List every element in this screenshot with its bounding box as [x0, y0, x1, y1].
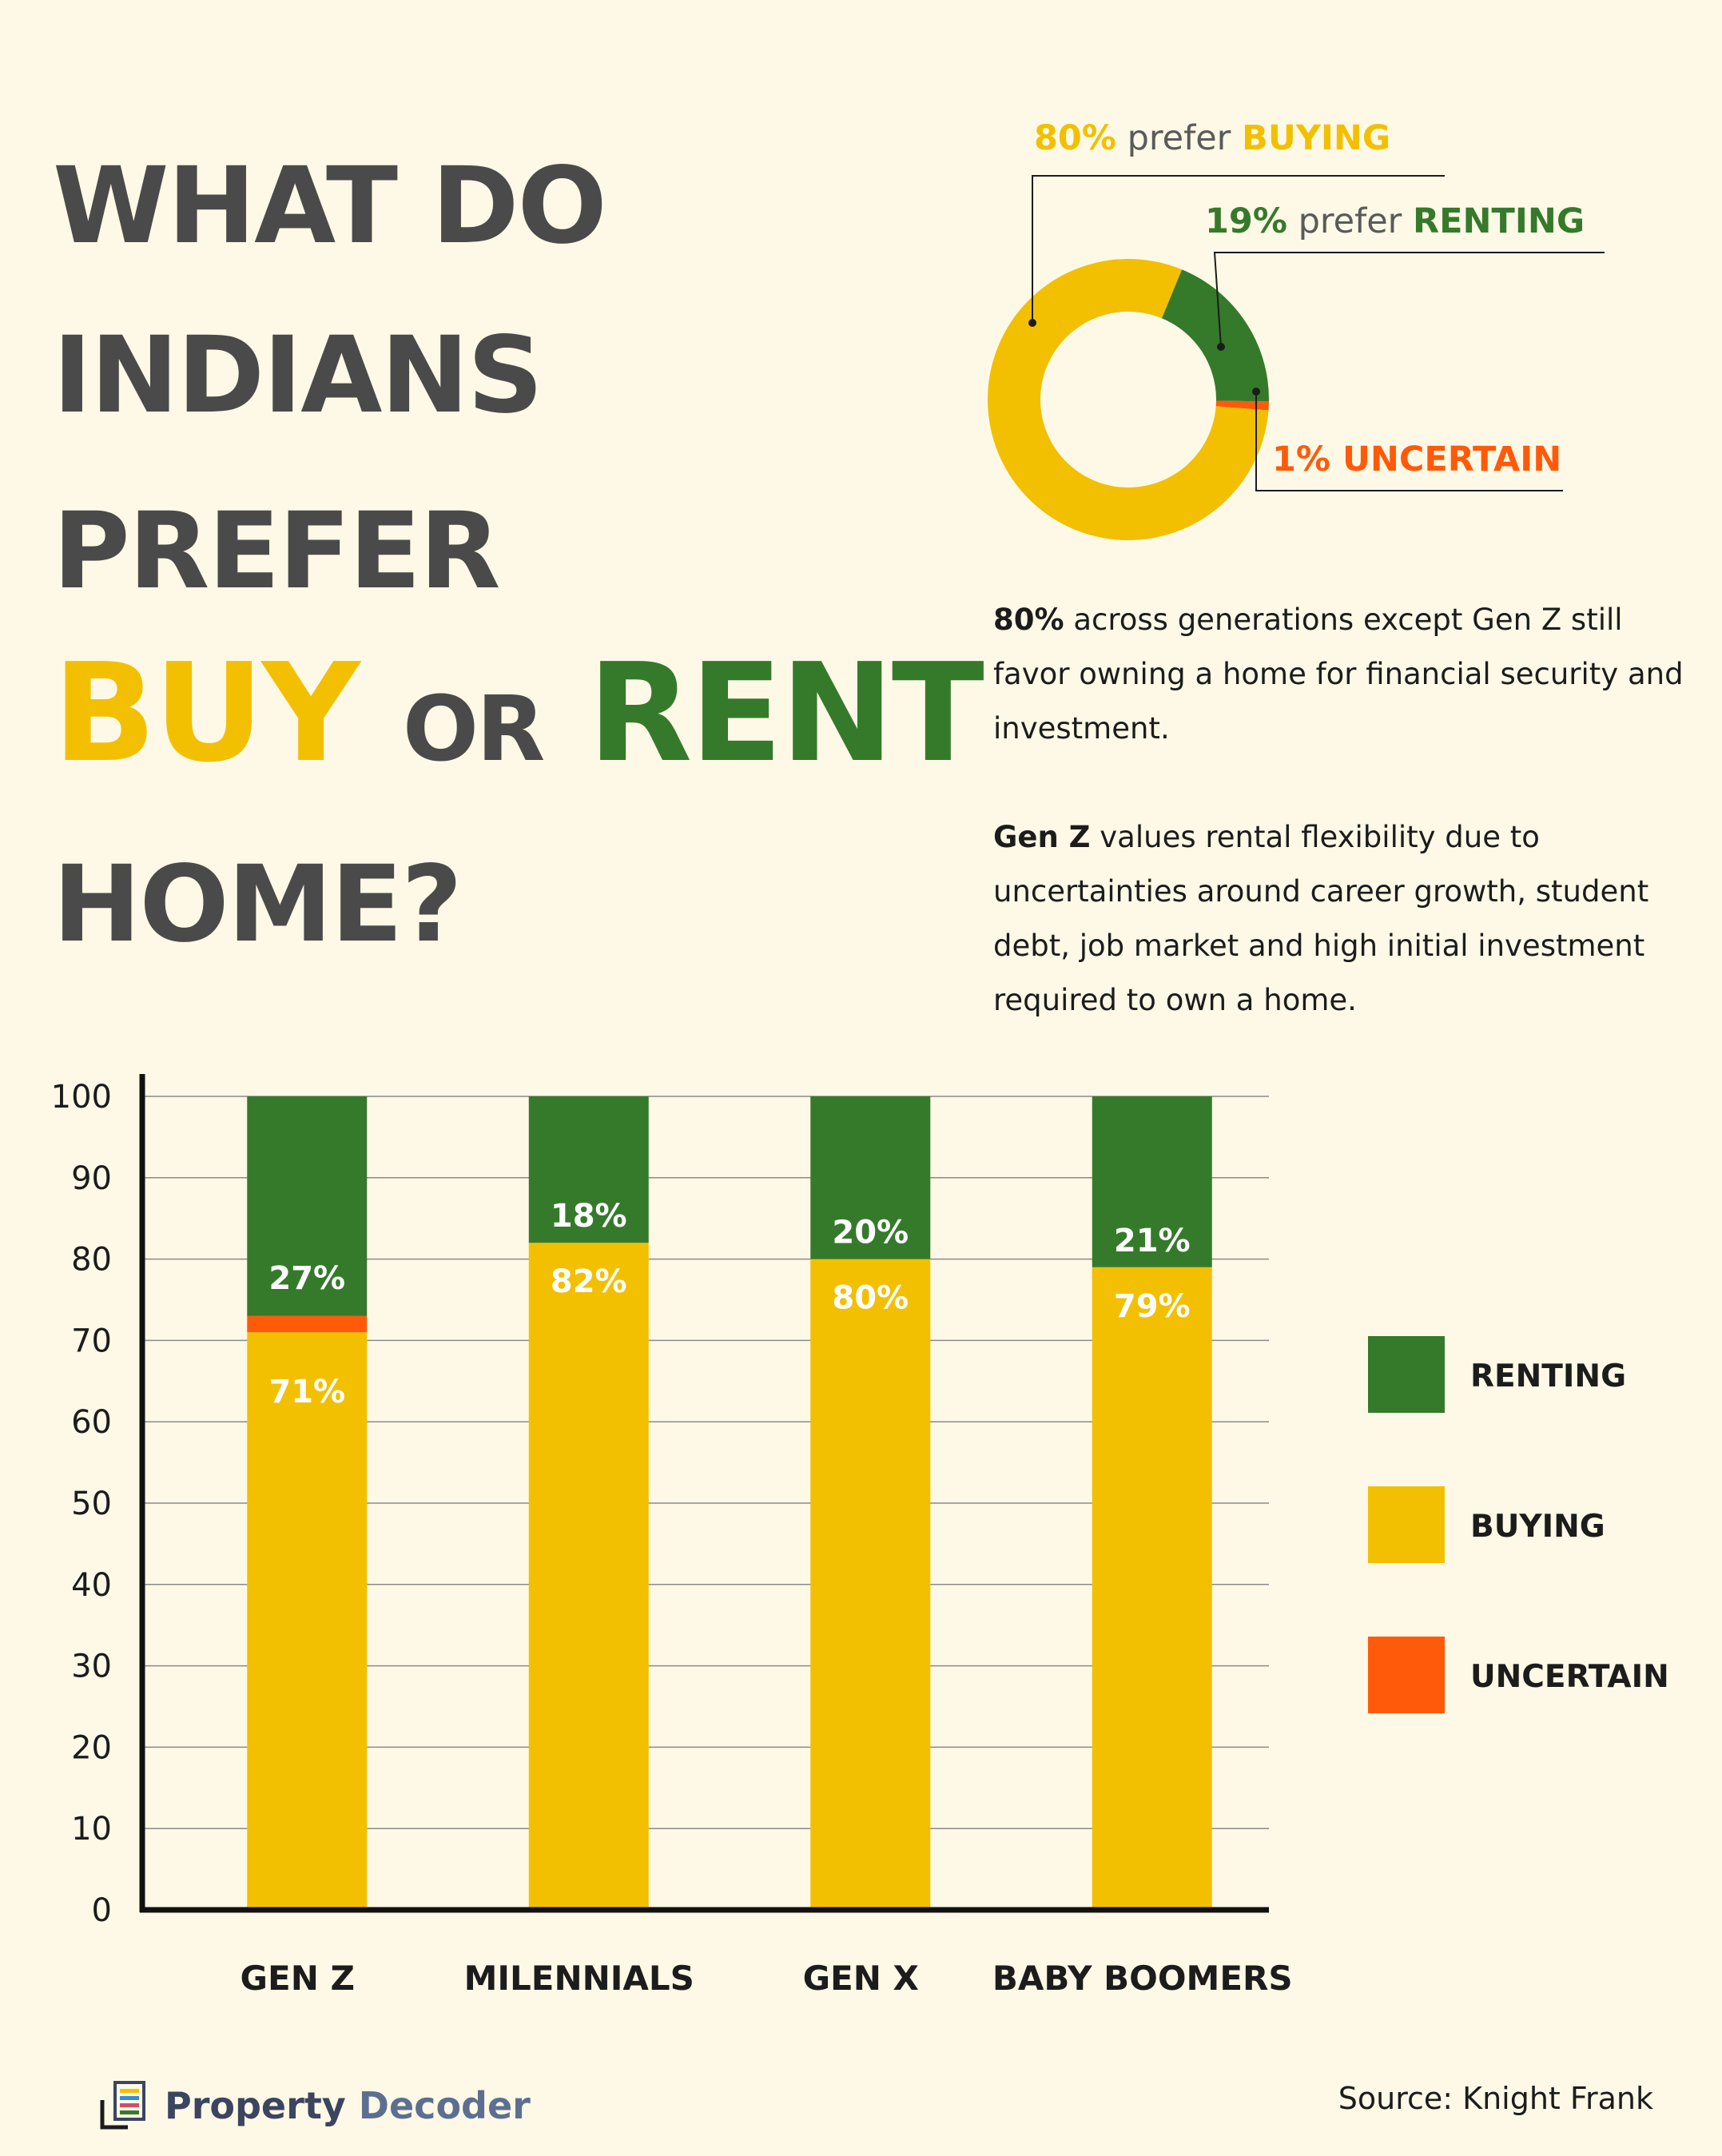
title-line-5: HOME?	[53, 843, 463, 966]
bar-renting-3	[1092, 1096, 1212, 1267]
bar-buying-3	[1092, 1267, 1212, 1910]
brand-logo: Property Decoder	[96, 2078, 531, 2134]
paragraph-genz-bold: Gen Z	[993, 820, 1091, 854]
donut-label-uncertain: 1% UNCERTAIN	[1272, 440, 1562, 479]
y-tick-label-30: 30	[71, 1649, 112, 1685]
donut-chart	[988, 175, 1605, 541]
brand-name-part1: Property	[165, 2084, 346, 2127]
y-tick-label-40: 40	[71, 1567, 112, 1604]
leader-dot-buying	[1028, 319, 1036, 327]
data-label-renting-1: 18%	[551, 1198, 627, 1235]
legend-buying-swatch	[1368, 1486, 1445, 1563]
data-label-buying-0: 71%	[268, 1374, 345, 1410]
title-line-4: BUY OR RENT	[53, 646, 984, 782]
bar-uncertain-0	[247, 1315, 368, 1333]
leader-line-uncertain	[1255, 392, 1563, 491]
legend-renting-label: RENTING	[1470, 1358, 1627, 1394]
legend-uncertain-swatch	[1368, 1637, 1445, 1713]
bar-renting-0	[247, 1096, 368, 1316]
paragraph-buying: 80% across generations except Gen Z stil…	[993, 593, 1696, 756]
data-label-renting-0: 27%	[268, 1260, 345, 1297]
x-category-label-1: MILENNIALS	[464, 1959, 694, 1998]
title-line-2: INDIANS	[53, 314, 543, 437]
donut-renting-word: RENTING	[1413, 201, 1585, 241]
bar-buying-1	[528, 1243, 649, 1910]
donut-buying-mid: prefer	[1127, 118, 1231, 158]
title-rent: RENT	[587, 634, 984, 793]
data-label-buying-2: 80%	[832, 1280, 909, 1317]
legend-renting-swatch	[1368, 1336, 1445, 1413]
y-tick-label-100: 100	[51, 1079, 112, 1116]
x-category-label-3: BABY BOOMERS	[992, 1959, 1293, 1998]
donut-renting-pct: 19%	[1205, 201, 1287, 241]
bar-renting-2	[810, 1096, 931, 1259]
leader-dot-uncertain	[1252, 388, 1260, 396]
data-label-renting-2: 20%	[832, 1215, 909, 1251]
stacked-bar-chart: 0 10 20 30 40 50 60 70 80 90 100 71% 27% GEN Z 82% 18% M…	[51, 1074, 1293, 1998]
leader-line-renting	[1213, 252, 1605, 348]
donut-label-buying: 80% prefer BUYING	[1034, 121, 1390, 156]
y-tick-label-20: 20	[71, 1729, 112, 1766]
donut-buying-word: BUYING	[1242, 118, 1391, 158]
leader-dot-renting	[1217, 343, 1225, 351]
document-logo-icon	[100, 2081, 145, 2130]
y-tick-label-50: 50	[71, 1486, 112, 1522]
source-credit: Source: Knight Frank	[1338, 2081, 1653, 2116]
paragraph-buying-bold: 80%	[993, 603, 1064, 637]
title-line-3: PREFER	[53, 490, 501, 613]
y-tick-label-60: 60	[71, 1404, 112, 1441]
paragraph-buying-text: across generations except Gen Z still fa…	[993, 603, 1684, 746]
legend-buying-label: BUYING	[1470, 1509, 1605, 1545]
data-label-renting-3: 21%	[1114, 1223, 1191, 1259]
paragraph-genz: Gen Z values rental flexibility due to u…	[993, 810, 1696, 1028]
donut-buying-pct: 80%	[1034, 118, 1116, 158]
y-tick-label-90: 90	[71, 1160, 112, 1197]
donut-slice-buying	[988, 259, 1269, 541]
title-buy: BUY	[53, 634, 360, 793]
donut-renting-mid: prefer	[1298, 201, 1402, 241]
data-label-buying-3: 79%	[1114, 1288, 1191, 1325]
y-tick-label-80: 80	[71, 1242, 112, 1279]
donut-label-renting: 19% prefer RENTING	[1205, 205, 1585, 239]
bar-buying-0	[247, 1332, 368, 1910]
brand-name-part2: Decoder	[358, 2084, 531, 2127]
title-or: OR	[402, 678, 545, 782]
y-tick-label-10: 10	[71, 1811, 112, 1848]
donut-slice-renting	[1161, 269, 1270, 402]
x-category-label-2: GEN X	[803, 1959, 919, 1998]
leader-line-buying	[1032, 175, 1445, 323]
y-tick-label-70: 70	[71, 1323, 112, 1359]
y-tick-label-0: 0	[92, 1892, 112, 1929]
title-line-1: WHAT DO	[53, 145, 607, 268]
bar-buying-2	[810, 1259, 931, 1910]
legend-uncertain-label: UNCERTAIN	[1470, 1659, 1669, 1695]
x-category-label-0: GEN Z	[241, 1959, 355, 1998]
bar-renting-1	[528, 1096, 649, 1243]
data-label-buying-1: 82%	[551, 1263, 627, 1300]
paragraph-genz-text: values rental flexibility due to uncerta…	[993, 820, 1649, 1017]
